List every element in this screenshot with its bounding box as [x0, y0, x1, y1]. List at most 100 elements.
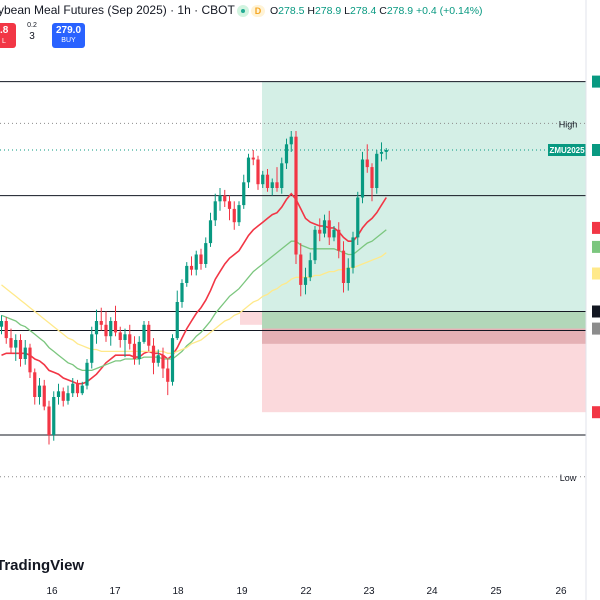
open-label: O	[270, 5, 279, 17]
candle	[246, 153, 251, 188]
candle	[185, 262, 189, 287]
candle	[90, 326, 94, 369]
candle	[118, 326, 122, 348]
candle	[375, 150, 379, 194]
candle	[365, 144, 369, 173]
buy-price: 279.0	[55, 25, 82, 36]
tradingview-logo[interactable]: TradingView	[0, 557, 84, 574]
candle	[142, 321, 146, 344]
x-tick-label: 26	[555, 586, 567, 597]
symbol-price-tag	[548, 144, 586, 156]
candle	[166, 359, 170, 396]
candle	[204, 237, 208, 268]
symbol-title[interactable]: ybean Meal Futures (Sep 2025) · 1h · CBO…	[0, 3, 235, 17]
price-axis	[586, 0, 600, 600]
candle	[104, 311, 108, 342]
candle	[318, 218, 322, 242]
candle	[128, 324, 132, 350]
x-tick-label: 18	[172, 586, 184, 597]
buy-button[interactable]: 279.0 BUY	[52, 23, 85, 48]
candle	[132, 336, 137, 365]
candle	[156, 349, 160, 367]
candle	[161, 347, 165, 378]
symbol-price-tag-label: ZMU2025	[549, 146, 585, 155]
candle	[237, 201, 241, 226]
candle	[175, 290, 179, 340]
candle	[223, 189, 227, 207]
candle	[299, 243, 303, 297]
ema-line-0	[1, 192, 387, 385]
axis-price-marker-3	[592, 240, 600, 253]
candle	[0, 315, 4, 335]
candle	[28, 343, 32, 378]
candle	[113, 305, 118, 337]
candle	[213, 193, 217, 226]
close-label: C	[379, 5, 387, 17]
low-value: 278.4	[350, 5, 377, 17]
high-value: 278.9	[314, 5, 342, 17]
axis-price-marker-6	[592, 322, 600, 335]
spread-indicator: 0.2 3	[25, 22, 39, 42]
take-profit-zone	[262, 81, 586, 312]
entry-band-lower	[262, 328, 586, 344]
candle	[227, 195, 232, 221]
candle	[294, 131, 298, 264]
candle	[218, 188, 222, 211]
ema-line-2	[1, 252, 387, 354]
open-value: 278.5	[278, 5, 305, 17]
candle	[99, 307, 103, 331]
candle	[85, 359, 89, 390]
candle	[251, 150, 255, 166]
high-label: H	[307, 5, 315, 17]
candle	[384, 148, 388, 160]
candle	[346, 258, 350, 291]
sell-label: L	[2, 38, 6, 45]
candle	[280, 157, 284, 194]
candle	[14, 334, 18, 361]
candle	[322, 214, 327, 238]
candle	[341, 241, 346, 293]
candle	[308, 252, 312, 282]
candle	[9, 328, 13, 354]
x-tick-label: 23	[363, 586, 375, 597]
entry-marker-zone	[240, 311, 262, 325]
candle	[37, 378, 42, 405]
candle	[256, 155, 260, 190]
candle	[379, 142, 384, 162]
candle	[284, 138, 289, 169]
axis-price-marker-7	[592, 406, 600, 419]
low-label: L	[344, 5, 351, 17]
x-tick-label: 17	[109, 586, 121, 597]
price-line-label-1: Low	[560, 473, 577, 483]
entry-band	[262, 311, 586, 329]
candle	[370, 163, 374, 202]
close-value: 278.9	[386, 5, 414, 17]
time-axis[interactable]: 16 17 18 19 22 23 24 25 26	[0, 584, 586, 600]
candle	[270, 178, 274, 196]
candle	[56, 383, 61, 405]
sell-button[interactable]: .8 L	[0, 23, 16, 48]
candle	[80, 381, 84, 396]
order-qty[interactable]: 3	[29, 31, 35, 42]
candle	[71, 378, 75, 397]
ema-line-1	[1, 229, 387, 372]
axis-price-marker-2	[592, 221, 600, 234]
candle	[66, 385, 70, 405]
candle	[199, 248, 203, 270]
candle	[332, 226, 336, 242]
market-open-icon	[237, 5, 249, 17]
candle	[147, 321, 151, 352]
price-line-label-0: High	[559, 119, 578, 129]
candle	[170, 334, 175, 386]
ohlc-legend: O278.5 H278.9 L278.4 C278.9 +0.4 (+0.14%…	[270, 5, 483, 17]
candle	[4, 317, 8, 344]
candle	[52, 391, 56, 441]
candle	[189, 256, 194, 276]
chart-header: ybean Meal Futures (Sep 2025) · 1h · CBO…	[0, 0, 600, 52]
candle	[23, 340, 27, 365]
candle	[18, 334, 23, 367]
candle	[356, 191, 360, 245]
buy-label: BUY	[61, 37, 76, 44]
x-tick-label: 24	[426, 586, 438, 597]
